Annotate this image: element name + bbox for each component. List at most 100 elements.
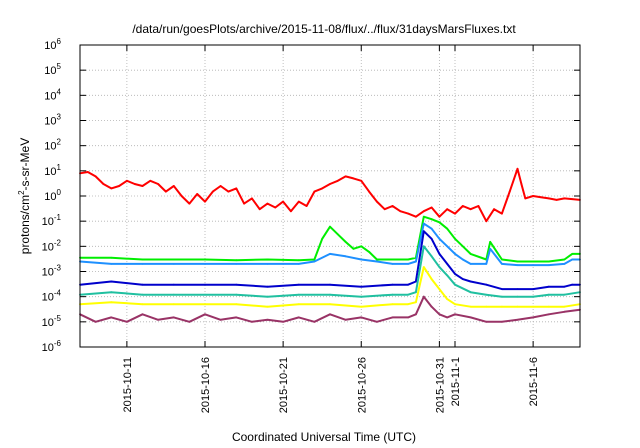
data-point: [516, 295, 519, 298]
data-point: [547, 197, 550, 200]
series-line-4: [79, 245, 581, 298]
data-point: [422, 222, 425, 225]
x-tick-label: 2015-11-6: [528, 357, 540, 406]
data-point: [547, 260, 550, 263]
data-point: [532, 295, 534, 298]
data-point: [376, 258, 378, 261]
series-line-0: [79, 167, 581, 223]
data-point: [290, 210, 292, 213]
data-point: [344, 255, 347, 258]
data-point: [204, 293, 206, 296]
data-point: [422, 215, 425, 218]
data-point: [188, 202, 191, 205]
data-point: [141, 263, 144, 265]
data-point: [368, 251, 370, 253]
y-tick-label-exp: -2: [54, 238, 62, 247]
data-point: [235, 316, 238, 319]
data-point: [266, 202, 269, 205]
data-point: [438, 266, 441, 268]
data-point: [360, 245, 363, 248]
data-point: [415, 260, 417, 263]
data-point: [446, 263, 449, 265]
data-point: [94, 175, 97, 178]
data-point: [524, 197, 527, 200]
y-tick-label-base: 10: [44, 116, 56, 128]
data-point: [86, 171, 89, 173]
data-point: [547, 264, 550, 266]
data-point: [446, 208, 449, 211]
data-point: [305, 205, 308, 207]
data-point: [563, 258, 566, 261]
data-point: [297, 200, 300, 203]
data-point: [126, 179, 128, 182]
data-point: [297, 303, 300, 306]
series-line-6: [79, 295, 581, 323]
data-point: [469, 291, 472, 294]
data-point: [547, 313, 550, 316]
data-point: [172, 283, 175, 286]
data-point: [235, 259, 238, 262]
data-point: [360, 316, 363, 319]
data-point: [235, 283, 238, 286]
x-tick-label: 2015-10-21: [278, 357, 290, 413]
data-point: [172, 185, 175, 187]
data-point: [297, 259, 300, 262]
data-point: [454, 283, 456, 286]
y-tick-label-base: 10: [44, 40, 56, 52]
data-point: [110, 263, 113, 265]
series-line-2: [79, 222, 580, 267]
data-point: [266, 295, 269, 298]
data-point: [469, 253, 472, 255]
data-point: [149, 179, 152, 182]
data-point: [547, 285, 550, 288]
y-tick-label: 105: [44, 62, 61, 77]
data-point: [532, 288, 534, 290]
data-point: [172, 293, 175, 296]
y-tick-label-base: 10: [42, 267, 54, 279]
data-point: [516, 167, 519, 170]
data-point: [415, 215, 417, 218]
data-point: [391, 205, 394, 207]
data-point: [118, 185, 120, 187]
data-point: [368, 190, 370, 193]
data-point: [360, 285, 363, 288]
data-point: [454, 253, 456, 255]
data-point: [297, 263, 300, 265]
data-point: [501, 258, 503, 261]
data-point: [204, 200, 206, 203]
data-point: [563, 293, 566, 296]
data-point: [454, 303, 456, 306]
data-point: [430, 227, 433, 230]
y-tick-label-exp: -6: [54, 339, 62, 348]
data-point: [430, 237, 433, 240]
data-point: [204, 313, 206, 316]
data-point: [501, 305, 503, 308]
data-point: [407, 293, 409, 296]
data-point: [297, 316, 300, 319]
data-point: [469, 263, 472, 265]
y-tick-label-base: 10: [42, 241, 54, 253]
data-point: [258, 208, 261, 211]
data-point: [188, 320, 191, 323]
data-point: [102, 183, 105, 185]
data-point: [407, 258, 409, 261]
y-tick-label-exp: 3: [57, 113, 62, 122]
data-point: [407, 303, 409, 306]
data-point: [563, 310, 566, 313]
data-point: [430, 255, 433, 258]
data-point: [501, 288, 503, 290]
data-point: [352, 247, 355, 250]
data-point: [266, 285, 269, 288]
data-point: [469, 280, 472, 283]
data-point: [415, 301, 417, 304]
data-point: [407, 263, 409, 265]
data-point: [321, 187, 324, 190]
y-axis-label-rest: -s-sr-MeV: [18, 138, 32, 191]
data-point: [329, 225, 331, 228]
data-point: [329, 253, 331, 255]
data-point: [422, 245, 425, 248]
data-point: [251, 197, 253, 200]
data-point: [383, 208, 386, 211]
y-tick-label-base: 10: [44, 65, 56, 77]
data-point: [352, 177, 355, 180]
